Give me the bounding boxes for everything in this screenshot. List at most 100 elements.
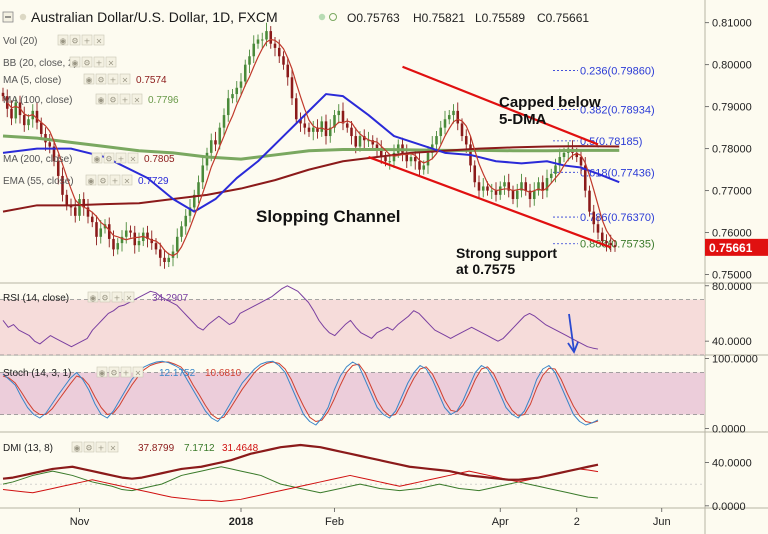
candle-body-102[interactable] xyxy=(435,136,438,145)
candle-body-44[interactable] xyxy=(188,207,192,216)
candle-body-37[interactable] xyxy=(158,249,162,258)
candle-body-26[interactable] xyxy=(112,238,115,250)
candle-body-132[interactable] xyxy=(562,152,566,158)
candle-body-139[interactable] xyxy=(592,211,596,225)
candle-body-56[interactable] xyxy=(239,81,243,88)
legend-2-icon-0[interactable] xyxy=(83,73,95,85)
candle-body-135[interactable] xyxy=(575,152,579,158)
candle-body-106[interactable] xyxy=(452,110,455,116)
candle-body-108[interactable] xyxy=(460,123,464,137)
candle-body-41[interactable] xyxy=(175,236,179,252)
legend-1-icon-2[interactable] xyxy=(93,56,105,68)
candle-body-89[interactable] xyxy=(379,148,383,158)
candle-body-53[interactable] xyxy=(226,98,230,116)
legend-4-icon-1[interactable] xyxy=(103,152,115,164)
candle-body-29[interactable] xyxy=(124,230,128,237)
stoch-settings-icon-3[interactable] xyxy=(132,366,144,378)
candle-body-63[interactable] xyxy=(269,31,273,44)
dmi-settings-icon-1[interactable] xyxy=(83,441,95,453)
dmi-pane-label[interactable]: DMI (13, 8) ◉ ⚙ + × 37.8799 7.1712 31.4648 xyxy=(3,441,259,454)
candle-body-96[interactable] xyxy=(409,157,413,162)
candle-body-75[interactable] xyxy=(320,121,324,132)
candle-body-65[interactable] xyxy=(277,47,281,57)
candle-body-105[interactable] xyxy=(447,115,451,120)
legend-1-icon-0[interactable] xyxy=(69,56,81,68)
candle-body-13[interactable] xyxy=(56,161,60,176)
candle-body-115[interactable] xyxy=(490,190,494,192)
candle-body-72[interactable] xyxy=(307,127,311,132)
candle-body-81[interactable] xyxy=(345,123,349,128)
candle-body-97[interactable] xyxy=(413,157,417,162)
candle-body-80[interactable] xyxy=(341,110,345,124)
candle-body-124[interactable] xyxy=(528,190,532,200)
candle-body-57[interactable] xyxy=(243,64,247,82)
candle-body-84[interactable] xyxy=(358,136,362,147)
candle-body-123[interactable] xyxy=(524,182,528,191)
candle-body-137[interactable] xyxy=(583,165,587,191)
candle-body-91[interactable] xyxy=(388,161,392,163)
candle-body-12[interactable] xyxy=(52,146,56,162)
legend-1-icon-1[interactable] xyxy=(81,56,93,68)
candle-body-99[interactable] xyxy=(422,165,426,170)
candle-body-85[interactable] xyxy=(362,136,366,141)
candle-body-16[interactable] xyxy=(69,205,73,208)
rsi-settings-icons[interactable]: ◉ ⚙ + × xyxy=(87,291,135,303)
candle-body-68[interactable] xyxy=(290,77,294,99)
candle-body-15[interactable] xyxy=(65,194,69,206)
legend-2-icon-1[interactable] xyxy=(95,73,107,85)
candle-body-128[interactable] xyxy=(545,178,549,191)
candle-body-95[interactable] xyxy=(405,152,409,162)
candle-body-8[interactable] xyxy=(35,110,39,123)
candle-body-60[interactable] xyxy=(256,39,260,44)
candle-body-35[interactable] xyxy=(150,238,154,244)
stoch-settings-icons[interactable]: ◉ ⚙ + × xyxy=(96,366,144,378)
legend-2-icon-3[interactable] xyxy=(119,73,131,85)
candle-body-66[interactable] xyxy=(282,56,285,65)
legend-4-icon-2[interactable] xyxy=(115,152,127,164)
legend-0-icon-0[interactable] xyxy=(57,34,69,46)
candle-body-82[interactable] xyxy=(350,127,353,137)
legend-5-icon-3[interactable] xyxy=(121,174,133,186)
candle-body-88[interactable] xyxy=(375,144,379,149)
rsi-settings-icon-2[interactable] xyxy=(111,291,123,303)
candle-body-47[interactable] xyxy=(201,165,205,183)
candle-body-138[interactable] xyxy=(588,190,591,212)
candle-body-118[interactable] xyxy=(503,182,506,187)
candle-body-86[interactable] xyxy=(367,140,370,142)
legend-0-icon-2[interactable] xyxy=(81,34,93,46)
candle-body-103[interactable] xyxy=(439,127,443,137)
candle-body-116[interactable] xyxy=(494,190,498,195)
candle-body-143[interactable] xyxy=(609,243,613,246)
candle-body-5[interactable] xyxy=(22,115,26,126)
candle-body-141[interactable] xyxy=(600,232,604,242)
candle-body-14[interactable] xyxy=(61,175,64,195)
candle-body-28[interactable] xyxy=(120,236,124,244)
candle-body-122[interactable] xyxy=(520,182,523,191)
legend-5-icon-2[interactable] xyxy=(109,174,121,186)
candle-body-55[interactable] xyxy=(235,87,239,95)
candle-body-42[interactable] xyxy=(180,226,183,237)
candle-body-142[interactable] xyxy=(605,241,608,244)
candle-body-51[interactable] xyxy=(218,127,222,145)
legend-label-0[interactable]: Vol (20) xyxy=(3,36,37,47)
candle-body-17[interactable] xyxy=(73,207,77,216)
candle-body-38[interactable] xyxy=(163,257,166,263)
candle-body-140[interactable] xyxy=(596,224,600,233)
candle-body-109[interactable] xyxy=(464,136,468,145)
candle-body-100[interactable] xyxy=(426,152,430,166)
candle-body-79[interactable] xyxy=(337,110,341,116)
candle-body-18[interactable] xyxy=(78,199,81,216)
candle-body-32[interactable] xyxy=(137,241,141,246)
candle-body-46[interactable] xyxy=(197,182,200,195)
candle-body-25[interactable] xyxy=(107,224,111,239)
rsi-settings-icon-1[interactable] xyxy=(99,291,111,303)
symbol-title[interactable]: Australian Dollar/U.S. Dollar, 1D, FXCM xyxy=(31,9,278,25)
legend-label-1[interactable]: BB (20, close, 2) xyxy=(3,58,77,69)
candle-body-77[interactable] xyxy=(328,127,332,137)
candle-body-36[interactable] xyxy=(154,243,158,250)
legend-4-icon-3[interactable] xyxy=(127,152,139,164)
candle-body-67[interactable] xyxy=(286,64,290,78)
candle-body-98[interactable] xyxy=(418,161,421,170)
candle-body-71[interactable] xyxy=(303,123,307,128)
